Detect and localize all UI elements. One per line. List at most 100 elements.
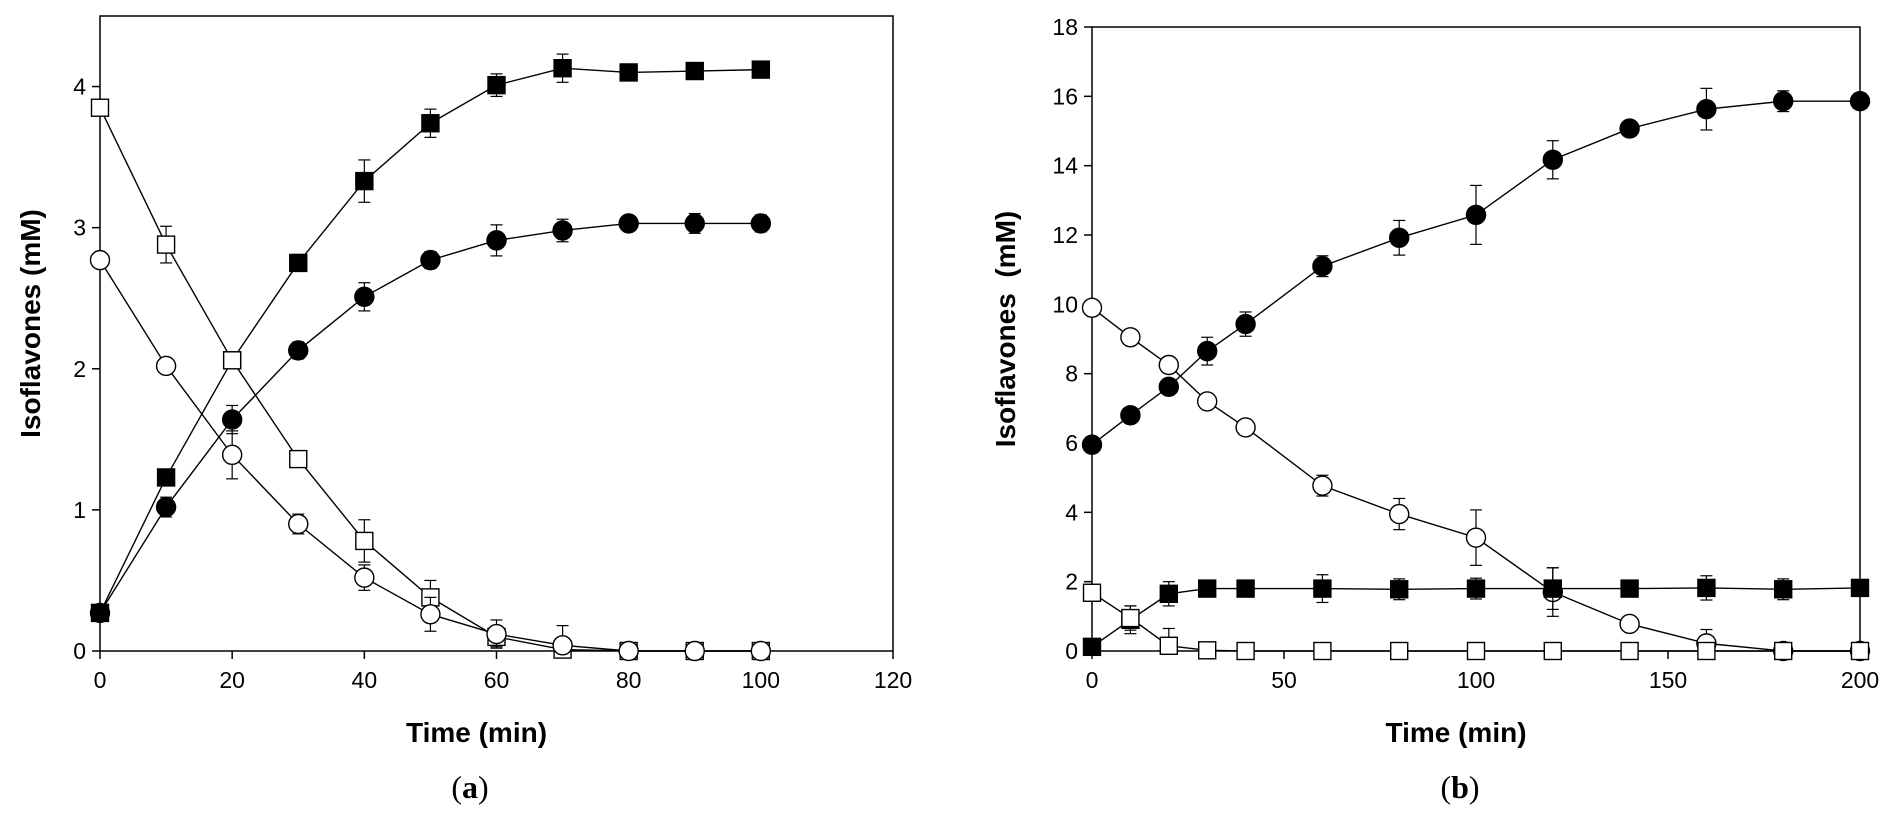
x-tick-label: 50: [1271, 667, 1297, 693]
data-point-square: [289, 449, 308, 469]
data-point-circle: [221, 444, 243, 466]
data-point-circle: [221, 409, 243, 430]
x-axis-label: Time (min): [406, 717, 547, 748]
data-point-square: [1850, 641, 1870, 661]
data-point-square: [1082, 583, 1102, 602]
data-point-circle: [1619, 613, 1640, 635]
data-point-square: [1543, 641, 1563, 661]
y-tick-label: 14: [1052, 153, 1078, 179]
x-tick-label: 100: [742, 667, 780, 693]
data-point-circle: [552, 220, 573, 241]
data-point-circle: [1465, 204, 1487, 226]
data-point-square: [355, 171, 374, 191]
series-open-circles: [89, 249, 772, 662]
data-point-square: [156, 468, 176, 487]
data-point-circle: [684, 640, 705, 662]
y-tick-label: 18: [1052, 14, 1078, 40]
y-tick-label: 2: [1065, 569, 1078, 595]
data-point-square: [1159, 584, 1179, 603]
x-tick-label: 0: [1086, 667, 1099, 693]
y-tick-label: 10: [1052, 291, 1078, 317]
data-point-circle: [1696, 98, 1717, 120]
data-point-circle: [1120, 327, 1141, 348]
data-point-circle: [1465, 527, 1487, 548]
y-tick-label: 2: [73, 356, 86, 382]
data-point-square: [553, 59, 572, 78]
y-tick-label: 16: [1052, 83, 1078, 109]
y-axis-label: Isoflavones (mM): [15, 209, 46, 438]
x-tick-label: 100: [1457, 667, 1495, 693]
data-point-square: [1620, 641, 1639, 661]
data-point-circle: [750, 213, 772, 234]
panel-label: (b): [1440, 769, 1479, 805]
data-point-circle: [155, 496, 177, 518]
data-point-square: [1543, 579, 1563, 598]
data-point-square: [1197, 579, 1217, 598]
y-axis-label: Isoflavones (mM): [990, 211, 1021, 447]
data-point-square: [90, 98, 110, 117]
panel-label-letter: b: [1451, 769, 1469, 805]
data-point-square: [1466, 579, 1486, 598]
data-point-circle: [1196, 391, 1218, 412]
data-point-circle: [1081, 297, 1103, 318]
data-point-circle: [354, 286, 375, 308]
y-tick-label: 8: [1065, 361, 1078, 387]
y-tick-label: 4: [73, 74, 86, 100]
series-filled-circles: [1081, 87, 1871, 455]
y-tick-label: 4: [1065, 499, 1078, 525]
data-point-circle: [1158, 376, 1180, 398]
x-tick-label: 120: [874, 667, 912, 693]
panel-label: (a): [451, 769, 488, 805]
series-open-squares: [90, 98, 771, 661]
data-point-square: [1389, 580, 1409, 599]
panel-label-close: ): [1469, 769, 1480, 805]
data-point-square: [289, 253, 308, 273]
data-point-circle: [1388, 227, 1410, 248]
y-tick-label: 12: [1052, 222, 1078, 248]
data-point-square: [1159, 636, 1179, 655]
data-point-square: [222, 351, 242, 370]
y-tick-label: 0: [1065, 638, 1078, 664]
data-point-circle: [354, 567, 375, 588]
data-point-square: [1082, 637, 1102, 657]
x-tick-label: 150: [1649, 667, 1687, 693]
data-point-circle: [1081, 434, 1103, 455]
data-point-circle: [486, 230, 507, 251]
data-point-circle: [89, 602, 111, 624]
data-point-square: [421, 114, 440, 133]
data-point-circle: [1235, 313, 1256, 335]
data-point-circle: [552, 635, 573, 656]
data-point-square: [1850, 578, 1870, 598]
data-point-circle: [420, 604, 441, 625]
data-point-circle: [1196, 340, 1218, 362]
series-line: [99, 67, 761, 614]
data-point-circle: [1158, 354, 1180, 376]
data-point-square: [1773, 641, 1793, 661]
series-line: [99, 107, 761, 652]
y-tick-label: 1: [73, 497, 86, 523]
data-point-circle: [288, 513, 309, 535]
data-point-circle: [1772, 90, 1794, 112]
data-point-square: [355, 531, 374, 551]
data-point-square: [1236, 641, 1255, 661]
y-tick-label: 6: [1065, 430, 1078, 456]
data-point-circle: [1235, 417, 1256, 438]
series-open-squares: [1082, 583, 1870, 661]
data-point-square: [685, 61, 704, 81]
data-point-square: [1773, 580, 1793, 599]
data-point-circle: [1388, 503, 1410, 525]
data-point-circle: [1619, 118, 1640, 139]
data-point-square: [156, 235, 176, 254]
panel-label-close: ): [478, 769, 489, 805]
data-point-square: [751, 60, 771, 79]
x-tick-label: 60: [484, 667, 510, 693]
data-point-circle: [618, 640, 639, 662]
data-point-square: [1313, 579, 1332, 598]
data-point-circle: [1312, 475, 1333, 496]
panel-a: 0 20 40 60 80 100 120 0 1 2 3 4 Time (min) Isoflavone…: [15, 15, 912, 805]
x-tick-label: 200: [1841, 667, 1879, 693]
data-point-circle: [288, 340, 309, 361]
data-point-square: [1620, 579, 1639, 598]
data-point-square: [1697, 578, 1716, 598]
data-point-circle: [1542, 149, 1564, 170]
